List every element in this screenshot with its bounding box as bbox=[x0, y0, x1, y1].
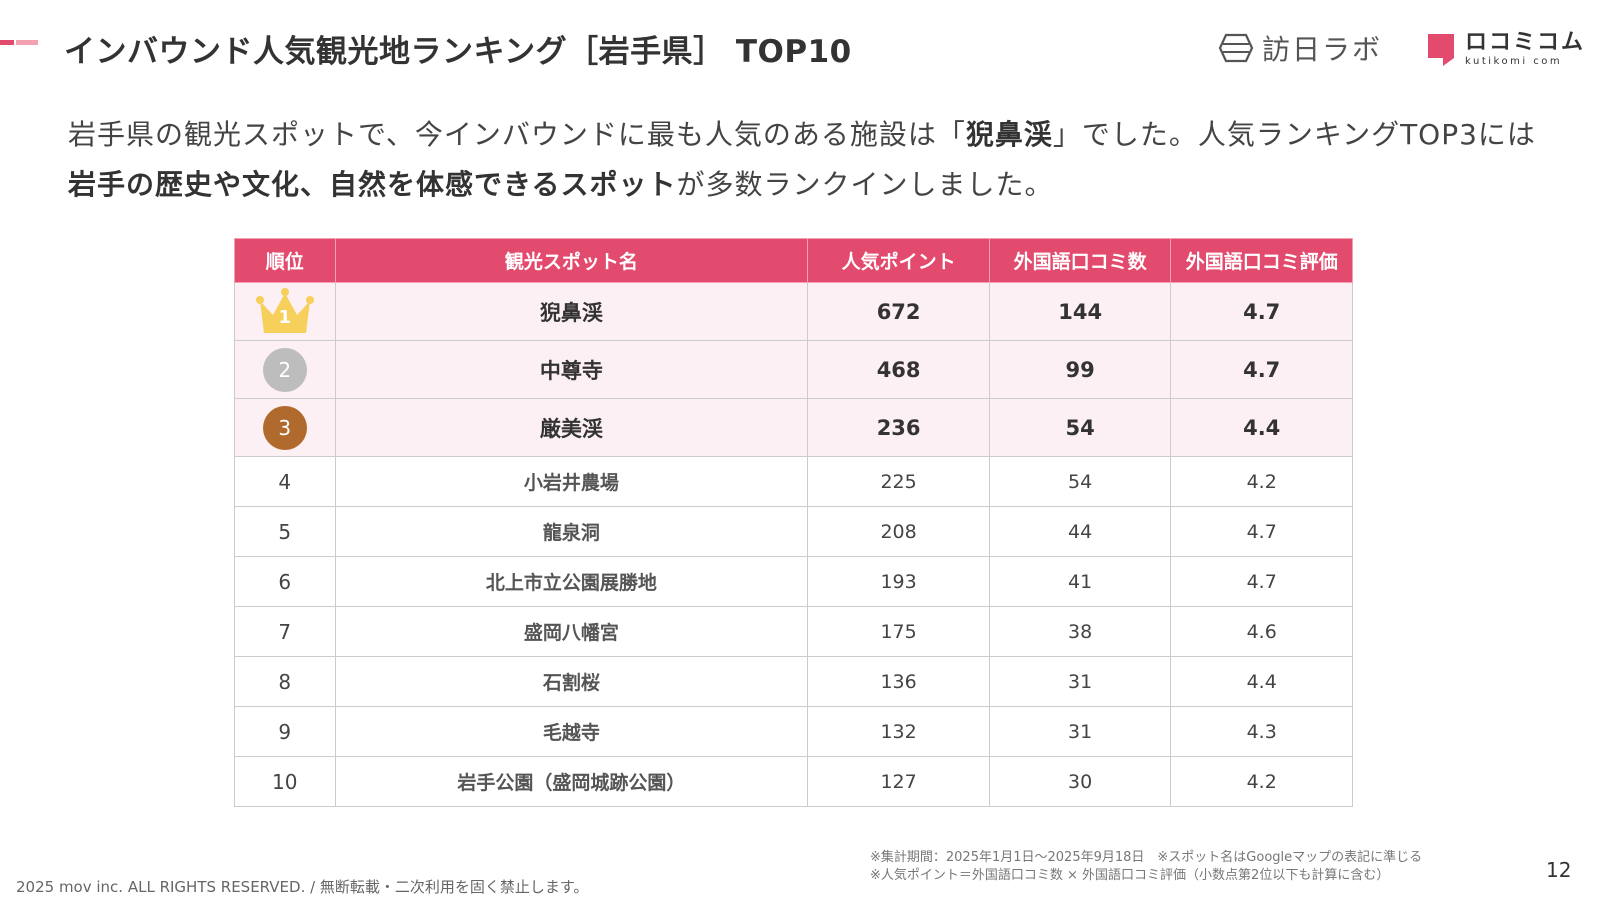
ranking-table: 順位 観光スポット名 人気ポイント 外国語口コミ数 外国語口コミ評価 1 猊 bbox=[234, 238, 1353, 807]
rank-number: 8 bbox=[234, 656, 336, 707]
silver-medal-icon: 2 bbox=[262, 347, 307, 392]
table-row: 10 岩手公園（盛岡城跡公園） 127 30 4.2 bbox=[234, 756, 1353, 807]
table-header-row: 順位 観光スポット名 人気ポイント 外国語口コミ数 外国語口コミ評価 bbox=[234, 238, 1353, 283]
review-rating: 4.3 bbox=[1170, 706, 1353, 757]
spot-name: 中尊寺 bbox=[334, 340, 809, 399]
rank-number: 1 bbox=[278, 306, 292, 328]
review-count: 144 bbox=[988, 282, 1172, 341]
table-row: 5 龍泉洞 208 44 4.7 bbox=[234, 506, 1353, 557]
spot-name: 北上市立公園展勝地 bbox=[334, 556, 809, 607]
table-row: 7 盛岡八幡宮 175 38 4.6 bbox=[234, 606, 1353, 657]
table-row: 1 猊鼻渓 672 144 4.7 bbox=[234, 282, 1353, 341]
table-row: 4 小岩井農場 225 54 4.2 bbox=[234, 456, 1353, 507]
popularity-points: 208 bbox=[807, 506, 990, 557]
popularity-points: 225 bbox=[807, 456, 990, 507]
review-count: 30 bbox=[988, 756, 1172, 807]
review-rating: 4.6 bbox=[1170, 606, 1353, 657]
header-review-rating: 外国語口コミ評価 bbox=[1170, 238, 1353, 283]
popularity-points: 127 bbox=[807, 756, 990, 807]
rank-number: 10 bbox=[234, 756, 336, 807]
spot-name: 小岩井農場 bbox=[334, 456, 809, 507]
bronze-medal-icon: 3 bbox=[262, 405, 307, 450]
kuchikomi-logo-en: kutikomi com bbox=[1465, 55, 1563, 67]
copyright-notice: 2025 mov inc. ALL RIGHTS RESERVED. / 無断転… bbox=[16, 878, 589, 896]
spot-name: 岩手公園（盛岡城跡公園） bbox=[334, 756, 809, 807]
table-row: 2 中尊寺 468 99 4.7 bbox=[234, 340, 1353, 399]
spot-name: 毛越寺 bbox=[334, 706, 809, 757]
spot-name: 厳美渓 bbox=[334, 398, 809, 457]
popularity-points: 236 bbox=[807, 398, 990, 457]
table-row: 9 毛越寺 132 31 4.3 bbox=[234, 706, 1353, 757]
lead-highlight-top-spot: 猊鼻渓 bbox=[965, 118, 1053, 151]
review-count: 31 bbox=[988, 656, 1172, 707]
review-count: 44 bbox=[988, 506, 1172, 557]
footnote-formula: ※人気ポイント＝外国語口コミ数 × 外国語口コミ評価（小数点第2位以下も計算に含… bbox=[870, 868, 1390, 883]
lead-highlight-top3: 岩手の歴史や文化、自然を体感できるスポット bbox=[68, 168, 677, 201]
lead-paragraph: 岩手県の観光スポットで、今インバウンドに最も人気のある施設は「猊鼻渓」でした。人… bbox=[68, 118, 1536, 201]
review-rating: 4.7 bbox=[1170, 340, 1353, 399]
review-rating: 4.7 bbox=[1170, 506, 1353, 557]
kuchikomi-logo: ロコミコム kutikomi com bbox=[1425, 28, 1585, 70]
spot-name: 龍泉洞 bbox=[334, 506, 809, 557]
header-spot-name: 観光スポット名 bbox=[334, 238, 809, 283]
table-row: 6 北上市立公園展勝地 193 41 4.7 bbox=[234, 556, 1353, 607]
rank-number: 6 bbox=[234, 556, 336, 607]
spot-name: 盛岡八幡宮 bbox=[334, 606, 809, 657]
lab-logo-text: 訪日ラボ bbox=[1262, 33, 1383, 66]
footnote-period: ※集計期間：2025年1月1日〜2025年9月18日 ※スポット名はGoogle… bbox=[870, 850, 1423, 865]
gold-crown-icon: 1 bbox=[253, 287, 317, 337]
review-count: 54 bbox=[988, 456, 1172, 507]
header-review-count: 外国語口コミ数 bbox=[988, 238, 1172, 283]
spot-name: 猊鼻渓 bbox=[334, 282, 809, 341]
review-rating: 4.4 bbox=[1170, 398, 1353, 457]
review-rating: 4.2 bbox=[1170, 456, 1353, 507]
speech-bubble-icon bbox=[1428, 34, 1454, 66]
popularity-points: 672 bbox=[807, 282, 990, 341]
table-row: 8 石割桜 136 31 4.4 bbox=[234, 656, 1353, 707]
title-accent-bar bbox=[0, 40, 38, 45]
review-count: 99 bbox=[988, 340, 1172, 399]
lab-flask-icon bbox=[1218, 33, 1254, 63]
popularity-points: 136 bbox=[807, 656, 990, 707]
rank-cell: 1 bbox=[234, 282, 336, 341]
review-count: 31 bbox=[988, 706, 1172, 757]
slide-title: インバウンド人気観光地ランキング［岩手県］ TOP10 bbox=[64, 34, 852, 70]
header-rank: 順位 bbox=[234, 238, 336, 283]
review-rating: 4.2 bbox=[1170, 756, 1353, 807]
popularity-points: 193 bbox=[807, 556, 990, 607]
review-count: 54 bbox=[988, 398, 1172, 457]
rank-number: 7 bbox=[234, 606, 336, 657]
review-count: 41 bbox=[988, 556, 1172, 607]
review-rating: 4.7 bbox=[1170, 282, 1353, 341]
review-rating: 4.4 bbox=[1170, 656, 1353, 707]
popularity-points: 468 bbox=[807, 340, 990, 399]
rank-number: 9 bbox=[234, 706, 336, 757]
review-count: 38 bbox=[988, 606, 1172, 657]
rank-number: 4 bbox=[234, 456, 336, 507]
page-number: 12 bbox=[1546, 858, 1572, 882]
kuchikomi-logo-jp: ロコミコム bbox=[1465, 29, 1586, 55]
popularity-points: 175 bbox=[807, 606, 990, 657]
rank-cell: 3 bbox=[234, 398, 336, 457]
popularity-points: 132 bbox=[807, 706, 990, 757]
review-rating: 4.7 bbox=[1170, 556, 1353, 607]
rank-number: 5 bbox=[234, 506, 336, 557]
rank-cell: 2 bbox=[234, 340, 336, 399]
houni-lab-logo: 訪日ラボ bbox=[1218, 28, 1382, 68]
header-points: 人気ポイント bbox=[807, 238, 990, 283]
table-row: 3 厳美渓 236 54 4.4 bbox=[234, 398, 1353, 457]
spot-name: 石割桜 bbox=[334, 656, 809, 707]
